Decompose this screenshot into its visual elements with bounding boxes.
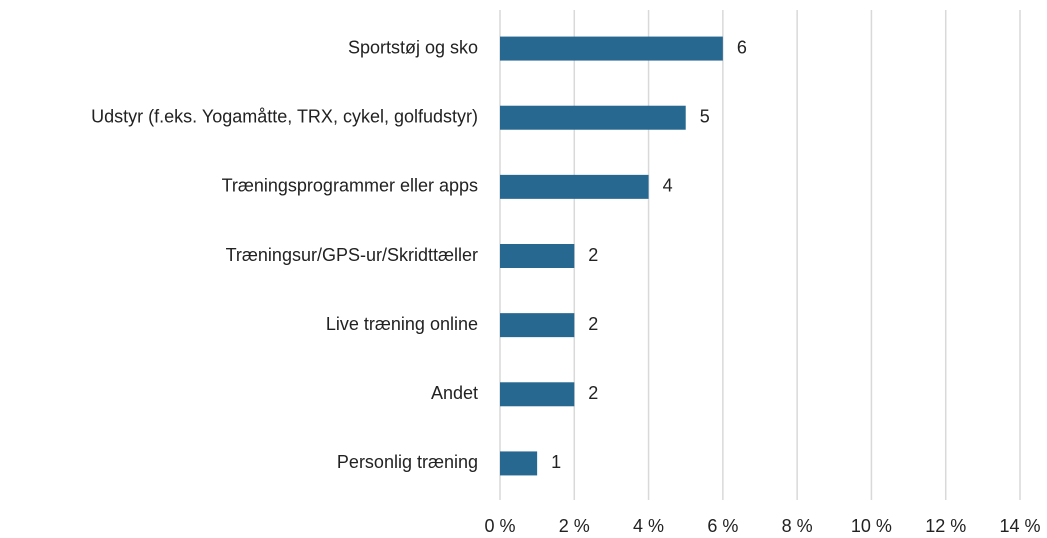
y-tick-label: Træningsur/GPS-ur/Skridttæller <box>226 245 478 265</box>
x-tick-label: 12 % <box>925 516 966 536</box>
x-tick-label: 6 % <box>707 516 738 536</box>
data-label: 6 <box>737 37 747 57</box>
y-tick-label: Personlig træning <box>337 452 478 472</box>
y-tick-label: Sportstøj og sko <box>348 37 478 57</box>
y-tick-label: Udstyr (f.eks. Yogamåtte, TRX, cykel, go… <box>91 106 478 126</box>
bar <box>500 174 649 199</box>
x-tick-label: 10 % <box>851 516 892 536</box>
y-tick-label: Andet <box>431 383 478 403</box>
data-label: 1 <box>551 452 561 472</box>
bar <box>500 451 538 476</box>
x-tick-label: 14 % <box>999 516 1040 536</box>
bar <box>500 244 575 268</box>
data-label: 5 <box>700 106 710 126</box>
data-label: 4 <box>663 176 673 196</box>
x-tick-label: 2 % <box>559 516 590 536</box>
y-tick-label: Træningsprogrammer eller apps <box>222 176 478 196</box>
x-tick-label: 4 % <box>633 516 664 536</box>
x-tick-label: 0 % <box>484 516 515 536</box>
bar <box>500 36 723 61</box>
bar <box>500 382 575 407</box>
y-tick-label: Live træning online <box>326 314 478 334</box>
data-label: 2 <box>588 383 598 403</box>
bar <box>500 313 575 338</box>
data-label: 2 <box>588 314 598 334</box>
bar <box>500 105 686 130</box>
x-tick-label: 8 % <box>782 516 813 536</box>
data-label: 2 <box>588 245 598 265</box>
